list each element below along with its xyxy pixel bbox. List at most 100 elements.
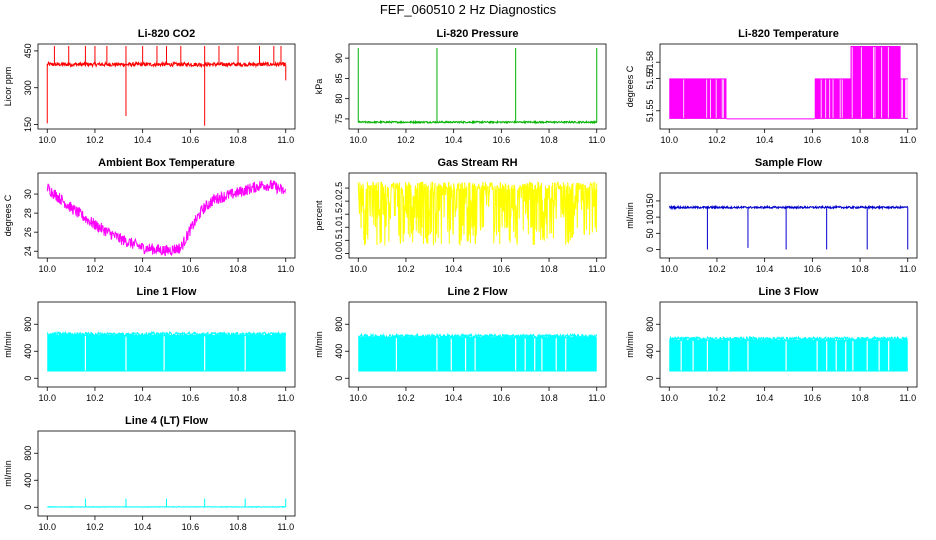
x-tick-label-line3-0: 10.0 bbox=[660, 393, 678, 403]
x-tick-label-line3-4: 10.8 bbox=[851, 393, 869, 403]
x-tick-label-sample-0: 10.0 bbox=[660, 264, 678, 274]
y-tick-label-line4-0: 0 bbox=[23, 505, 33, 510]
x-tick-label-line1-3: 10.6 bbox=[182, 393, 200, 403]
panel-pressure: Li-820 Pressure 10.0 10.2 10.4 10.6 10.8 11.0 7… bbox=[314, 28, 607, 145]
x-tick-label-line2-4: 10.8 bbox=[540, 393, 558, 403]
panel-title-line2: Line 2 Flow bbox=[448, 286, 508, 298]
panel-title-rh: Gas Stream RH bbox=[437, 157, 517, 169]
x-tick-label-ambient-1: 10.2 bbox=[86, 264, 104, 274]
x-tick-label-sample-3: 10.6 bbox=[804, 264, 822, 274]
x-tick-label-pressure-1: 10.2 bbox=[397, 135, 415, 145]
x-tick-label-temp-3: 10.6 bbox=[804, 135, 822, 145]
x-tick-label-rh-1: 10.2 bbox=[397, 264, 415, 274]
x-tick-label-temp-4: 10.8 bbox=[851, 135, 869, 145]
plot-frame-pressure bbox=[348, 43, 607, 130]
x-tick-label-rh-4: 10.8 bbox=[540, 264, 558, 274]
x-tick-label-rh-5: 11.0 bbox=[588, 264, 605, 274]
y-tick-label-pressure-3: 90 bbox=[334, 53, 344, 63]
y-axis-label-rh: percent bbox=[314, 200, 324, 231]
plot-frame-sample bbox=[659, 172, 918, 259]
y-tick-label-temp-2: 51.58 bbox=[645, 51, 655, 74]
x-tick-label-ambient-4: 10.8 bbox=[229, 264, 247, 274]
x-tick-label-co2-0: 10.0 bbox=[38, 135, 56, 145]
x-tick-label-line1-5: 11.0 bbox=[277, 393, 294, 403]
plot-frame-line2 bbox=[348, 301, 607, 388]
x-tick-label-line4-0: 10.0 bbox=[38, 522, 56, 532]
x-tick-label-temp-5: 11.0 bbox=[899, 135, 916, 145]
x-tick-label-co2-5: 11.0 bbox=[277, 135, 294, 145]
x-tick-label-temp-2: 10.4 bbox=[756, 135, 774, 145]
series-line-line1 bbox=[46, 330, 287, 339]
y-tick-label-line3-0: 0 bbox=[645, 376, 655, 381]
x-tick-label-co2-1: 10.2 bbox=[86, 135, 104, 145]
x-tick-label-line3-1: 10.2 bbox=[708, 393, 726, 403]
y-tick-label-temp-1: 51.57 bbox=[645, 67, 655, 90]
series-band-temp-0 bbox=[669, 78, 727, 119]
series-line-co2 bbox=[46, 46, 287, 126]
x-tick-label-co2-4: 10.8 bbox=[229, 135, 247, 145]
series-line-sample bbox=[668, 204, 909, 250]
y-tick-label-line1-0: 0 bbox=[23, 376, 33, 381]
y-axis-label-line1: ml/min bbox=[3, 331, 13, 358]
x-tick-label-pressure-5: 11.0 bbox=[588, 135, 605, 145]
plot-frame-ambient bbox=[37, 172, 296, 259]
panel-ambient: Ambient Box Temperature 10.0 10.2 10.4 10.6 1… bbox=[3, 157, 296, 274]
series-fill-line3 bbox=[669, 339, 908, 372]
series-line-rh bbox=[357, 181, 598, 246]
y-tick-label-co2-2: 450 bbox=[23, 43, 33, 58]
panel-title-line1: Line 1 Flow bbox=[137, 286, 197, 298]
y-tick-label-sample-0: 0 bbox=[645, 247, 655, 252]
y-tick-label-line4-1: 400 bbox=[23, 473, 33, 488]
y-tick-label-rh-0: 0.0 bbox=[334, 247, 344, 260]
series-line-line4 bbox=[47, 498, 287, 508]
y-tick-label-line3-1: 400 bbox=[645, 344, 655, 359]
x-tick-label-line3-3: 10.6 bbox=[804, 393, 822, 403]
x-tick-label-co2-2: 10.4 bbox=[134, 135, 152, 145]
plot-frame-temp bbox=[659, 43, 918, 130]
y-tick-label-line3-2: 800 bbox=[645, 317, 655, 332]
x-tick-label-temp-1: 10.2 bbox=[708, 135, 726, 145]
x-tick-label-pressure-3: 10.6 bbox=[493, 135, 511, 145]
x-tick-label-rh-2: 10.4 bbox=[445, 264, 463, 274]
plot-frame-rh bbox=[348, 172, 607, 259]
x-tick-label-line1-0: 10.0 bbox=[38, 393, 56, 403]
x-tick-label-line2-0: 10.0 bbox=[349, 393, 367, 403]
y-axis-label-line3: ml/min bbox=[625, 331, 635, 358]
y-tick-label-line1-1: 400 bbox=[23, 344, 33, 359]
x-tick-label-line1-1: 10.2 bbox=[86, 393, 104, 403]
y-tick-label-line4-2: 800 bbox=[23, 446, 33, 461]
y-tick-label-ambient-0: 24 bbox=[23, 246, 33, 256]
y-tick-label-ambient-3: 30 bbox=[23, 189, 33, 199]
y-tick-label-pressure-1: 80 bbox=[334, 94, 344, 104]
y-tick-label-rh-5: 2.5 bbox=[334, 182, 344, 195]
y-tick-label-pressure-2: 85 bbox=[334, 73, 344, 83]
x-tick-label-ambient-3: 10.6 bbox=[182, 264, 200, 274]
x-tick-label-line4-5: 11.0 bbox=[277, 522, 294, 532]
y-tick-label-line2-2: 800 bbox=[334, 317, 344, 332]
series-line-pressure bbox=[357, 48, 598, 125]
x-tick-label-line2-2: 10.4 bbox=[445, 393, 463, 403]
x-tick-label-ambient-0: 10.0 bbox=[38, 264, 56, 274]
x-tick-label-rh-0: 10.0 bbox=[349, 264, 367, 274]
x-tick-label-line4-2: 10.4 bbox=[134, 522, 152, 532]
y-tick-label-rh-1: 0.5 bbox=[334, 234, 344, 247]
panel-title-ambient: Ambient Box Temperature bbox=[98, 157, 235, 169]
y-tick-label-sample-3: 150 bbox=[645, 193, 655, 208]
x-tick-label-pressure-2: 10.4 bbox=[445, 135, 463, 145]
series-band-temp-2 bbox=[814, 78, 851, 119]
x-tick-label-rh-3: 10.6 bbox=[493, 264, 511, 274]
series-band-temp-4 bbox=[900, 78, 908, 119]
x-tick-label-line4-1: 10.2 bbox=[86, 522, 104, 532]
y-tick-label-line2-0: 0 bbox=[334, 376, 344, 381]
series-line-line2 bbox=[357, 332, 598, 341]
x-tick-label-sample-4: 10.8 bbox=[851, 264, 869, 274]
y-tick-label-rh-2: 1.0 bbox=[334, 221, 344, 234]
panel-temp: Li-820 Temperature 10.0 10.2 10.4 10.6 10.8 11… bbox=[625, 28, 918, 145]
plot-frame-line4 bbox=[37, 430, 296, 517]
panel-line2: Line 2 Flow 10.0 10.2 10.4 10.6 10.8 11.0 0 400 8… bbox=[314, 286, 607, 403]
x-tick-label-ambient-2: 10.4 bbox=[134, 264, 152, 274]
x-tick-label-pressure-4: 10.8 bbox=[540, 135, 558, 145]
x-tick-label-line1-2: 10.4 bbox=[134, 393, 152, 403]
y-tick-label-line2-1: 400 bbox=[334, 344, 344, 359]
